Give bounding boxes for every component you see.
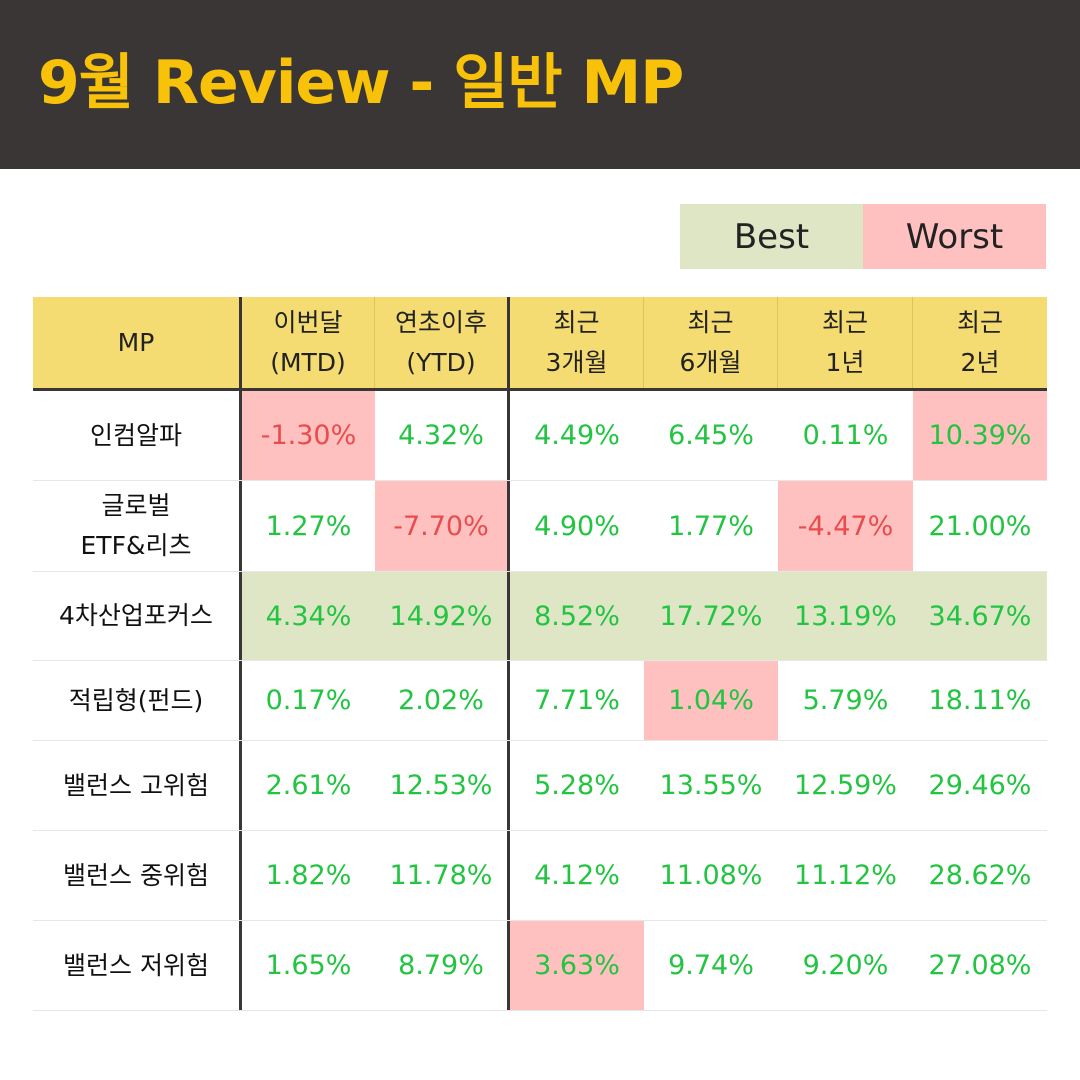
header-6m: 최근 6개월 [644,297,778,388]
mp-name-line: 글로벌 [101,491,171,520]
legend-worst: Worst [863,204,1046,269]
return-cell: 11.12% [794,860,897,891]
return-cell: 34.67% [913,572,1047,660]
header-line: (MTD) [270,347,346,377]
header-line: 3개월 [545,347,608,377]
return-cell: 12.59% [794,770,897,801]
mp-name-line: 적립형(펀드) [68,685,204,715]
mp-name-line: 밸런스 고위험 [63,770,209,800]
return-cell: 7.71% [534,685,620,716]
table-row: 밸런스 고위험 2.61% 12.53% 5.28% 13.55% 12.59% 29.46… [33,741,1047,831]
return-cell: 4.12% [534,860,620,891]
header-line: 최근 [687,307,734,337]
return-cell: 13.19% [778,572,913,660]
return-cell: 21.00% [928,510,1032,542]
return-cell: 9.74% [668,950,754,981]
return-cell: 28.62% [928,860,1032,891]
return-cell: 18.11% [928,685,1032,716]
table-row: 밸런스 저위험 1.65% 8.79% 3.63% 9.74% 9.20% 27.08% [33,921,1047,1011]
header-line: 최근 [553,307,600,337]
mp-name: 밸런스 저위험 [33,921,242,1010]
table-header-row: MP 이번달 (MTD) 연초이후 (YTD) 최근 3개월 최근 6개월 최근… [33,297,1047,391]
return-cell: -7.70% [375,481,510,571]
header-bar: 9월 Review - 일반 MP [0,0,1080,169]
header-line: 연초이후 [394,307,487,337]
return-cell: 27.08% [928,950,1032,981]
mp-name: 밸런스 중위험 [33,831,242,920]
table-row: 글로벌 ETF&리츠 1.27% -7.70% 4.90% 1.77% -4.47% 21.0… [33,481,1047,572]
return-cell: 5.28% [534,770,620,801]
legend-best: Best [680,204,863,269]
return-cell: 9.20% [802,950,889,981]
header-ytd: 연초이후 (YTD) [375,297,510,388]
return-cell: 10.39% [913,391,1047,480]
table-row: 4차산업포커스 4.34% 14.92% 8.52% 17.72% 13.19% 34.67… [33,572,1047,661]
return-cell: 4.32% [375,391,510,480]
mp-name: 적립형(펀드) [33,661,242,740]
header-line: 6개월 [679,347,742,377]
return-cell: 14.92% [375,572,510,660]
header-line: 2년 [960,347,1000,377]
return-cell: -1.30% [242,391,375,480]
return-cell: 4.90% [534,510,620,542]
header-line: 최근 [956,307,1003,337]
table-body: 인컴알파 -1.30% 4.32% 4.49% 6.45% 0.11% 10.39% 글로벌 E… [33,391,1047,1011]
return-cell: 8.52% [510,572,644,660]
return-cell: 3.63% [510,921,644,1010]
mp-name: 밸런스 고위험 [33,741,242,830]
performance-table: MP 이번달 (MTD) 연초이후 (YTD) 최근 3개월 최근 6개월 최근… [33,297,1047,1011]
return-cell: 17.72% [644,572,778,660]
return-cell: 4.34% [242,572,375,660]
header-1y: 최근 1년 [778,297,913,388]
return-cell: 8.79% [375,921,510,1010]
return-cell: 0.17% [265,685,352,716]
return-cell: 11.08% [659,860,763,891]
header-line: MP [117,327,155,357]
return-cell: 1.65% [265,950,352,981]
header-line: 1년 [825,347,865,377]
return-cell: 29.46% [928,770,1032,801]
header-2y: 최근 2년 [913,297,1047,388]
return-cell: -4.47% [778,481,913,571]
table-row: 밸런스 중위험 1.82% 11.78% 4.12% 11.08% 11.12% 28.62… [33,831,1047,921]
header-line: 이번달 [273,307,343,337]
return-cell: 6.45% [668,420,754,451]
return-cell: 0.11% [802,420,889,451]
return-cell: 13.55% [659,770,763,801]
return-cell: 2.02% [375,661,510,740]
mp-name-line: 인컴알파 [89,420,182,450]
return-cell: 11.78% [375,831,510,920]
return-cell: 1.04% [644,661,778,740]
return-cell: 1.77% [668,510,754,542]
return-cell: 5.79% [802,685,889,716]
header-line: 최근 [821,307,868,337]
return-cell: 4.49% [534,420,620,451]
mp-name: 글로벌 ETF&리츠 [33,481,242,571]
page-title: 9월 Review - 일반 MP [38,48,684,118]
header-mtd: 이번달 (MTD) [242,297,375,388]
return-cell: 1.82% [265,860,352,891]
return-cell: 2.61% [265,770,352,801]
return-cell: 1.27% [265,510,352,542]
mp-name-line: 4차산업포커스 [59,601,213,630]
return-cell: 12.53% [375,741,510,830]
table-row: 인컴알파 -1.30% 4.32% 4.49% 6.45% 0.11% 10.39% [33,391,1047,481]
table-row: 적립형(펀드) 0.17% 2.02% 7.71% 1.04% 5.79% 18.11% [33,661,1047,741]
mp-name-line: 밸런스 중위험 [63,860,209,890]
header-line: (YTD) [406,347,476,377]
mp-name-line: 밸런스 저위험 [63,950,209,980]
mp-name: 4차산업포커스 [33,572,242,660]
mp-name: 인컴알파 [33,391,242,480]
header-3m: 최근 3개월 [510,297,644,388]
mp-name-line: ETF&리츠 [80,531,192,560]
header-mp: MP [33,297,242,388]
